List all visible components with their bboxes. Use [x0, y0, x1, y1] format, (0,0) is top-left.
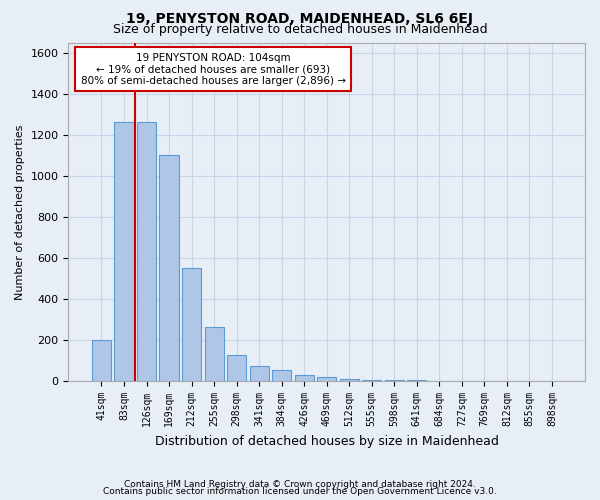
Text: Size of property relative to detached houses in Maidenhead: Size of property relative to detached ho… [113, 22, 487, 36]
Bar [272, 370, 291, 381]
Bar [340, 379, 359, 381]
Bar [160, 156, 179, 381]
Bar [182, 268, 201, 381]
Bar [317, 378, 336, 381]
Bar [227, 354, 246, 381]
Text: 19 PENYSTON ROAD: 104sqm
← 19% of detached houses are smaller (693)
80% of semi-: 19 PENYSTON ROAD: 104sqm ← 19% of detach… [80, 52, 346, 86]
Text: Contains HM Land Registry data © Crown copyright and database right 2024.: Contains HM Land Registry data © Crown c… [124, 480, 476, 489]
Text: 19, PENYSTON ROAD, MAIDENHEAD, SL6 6EJ: 19, PENYSTON ROAD, MAIDENHEAD, SL6 6EJ [127, 12, 473, 26]
Bar [250, 366, 269, 381]
Bar [115, 122, 134, 381]
Bar [137, 122, 156, 381]
Bar [407, 380, 427, 381]
Y-axis label: Number of detached properties: Number of detached properties [15, 124, 25, 300]
Bar [385, 380, 404, 381]
X-axis label: Distribution of detached houses by size in Maidenhead: Distribution of detached houses by size … [155, 434, 499, 448]
Bar [295, 375, 314, 381]
Text: Contains public sector information licensed under the Open Government Licence v3: Contains public sector information licen… [103, 488, 497, 496]
Bar [205, 327, 224, 381]
Bar [362, 380, 382, 381]
Bar [92, 340, 111, 381]
